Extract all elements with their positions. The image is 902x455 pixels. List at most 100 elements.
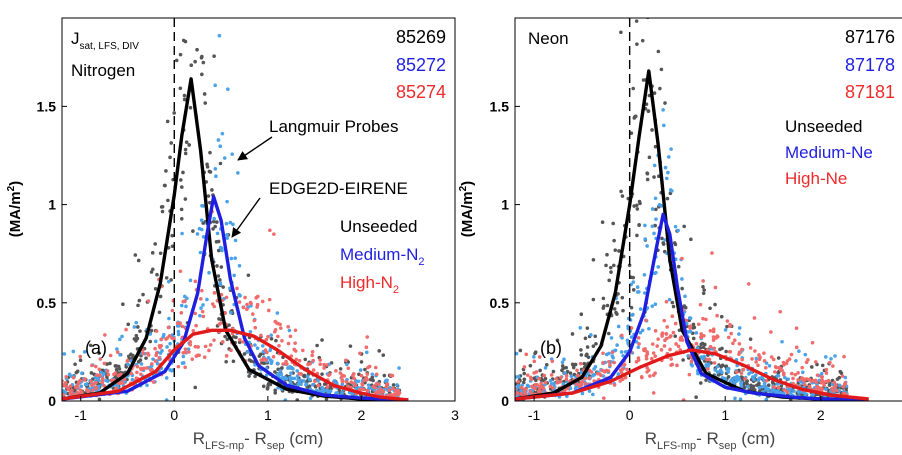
probe-point bbox=[525, 373, 530, 377]
probe-point bbox=[691, 336, 696, 341]
probe-point bbox=[766, 383, 771, 387]
probe-point bbox=[253, 325, 258, 330]
probe-point bbox=[184, 304, 188, 309]
probe-point bbox=[126, 354, 131, 359]
probe-point bbox=[671, 304, 676, 309]
probe-point bbox=[605, 252, 609, 257]
probe-point bbox=[381, 353, 386, 357]
probe-point bbox=[220, 248, 224, 253]
probe-point bbox=[843, 382, 847, 387]
probe-point bbox=[627, 263, 632, 268]
probe-point bbox=[208, 343, 213, 347]
probe-point bbox=[364, 350, 369, 355]
probe-point bbox=[365, 388, 370, 393]
probe-point bbox=[835, 377, 840, 381]
probe-point bbox=[368, 377, 373, 382]
probe-point bbox=[655, 344, 660, 348]
model-curve-high-n2 bbox=[62, 328, 409, 401]
probe-point bbox=[146, 299, 151, 303]
probe-point bbox=[195, 47, 199, 52]
probe-point bbox=[279, 326, 283, 330]
probe-point bbox=[615, 300, 620, 305]
probe-point bbox=[516, 379, 520, 384]
panel-a-case-medium-sub: 2 bbox=[418, 256, 424, 268]
probe-point bbox=[148, 339, 153, 344]
x-tick-label: 1 bbox=[264, 407, 272, 423]
probe-point bbox=[634, 19, 639, 23]
probe-point bbox=[207, 200, 212, 205]
probe-point bbox=[160, 204, 165, 209]
probe-point bbox=[148, 332, 153, 336]
probe-point bbox=[634, 339, 639, 344]
probe-point bbox=[579, 312, 584, 317]
probe-point bbox=[205, 162, 209, 167]
probe-point bbox=[665, 325, 670, 329]
probe-point bbox=[574, 382, 579, 386]
probe-point bbox=[397, 366, 401, 370]
probe-point bbox=[221, 285, 225, 289]
probe-point bbox=[290, 376, 295, 381]
probe-point bbox=[522, 365, 527, 369]
probe-point bbox=[612, 307, 617, 311]
probe-point bbox=[377, 349, 382, 353]
probe-point bbox=[311, 382, 315, 387]
probe-point bbox=[99, 370, 103, 375]
probe-point bbox=[66, 387, 71, 391]
probe-point bbox=[551, 369, 556, 374]
probe-point bbox=[696, 322, 701, 327]
probe-point bbox=[274, 321, 279, 325]
probe-point bbox=[218, 281, 223, 285]
probe-point bbox=[183, 347, 188, 351]
probe-point bbox=[653, 196, 658, 201]
probe-point bbox=[708, 329, 713, 333]
probe-point bbox=[92, 382, 96, 386]
probe-point bbox=[102, 384, 106, 388]
probe-point bbox=[609, 270, 613, 274]
probe-point bbox=[108, 361, 112, 366]
probe-point bbox=[534, 378, 538, 383]
probe-point bbox=[260, 344, 265, 348]
probe-point bbox=[629, 131, 634, 135]
probe-point bbox=[703, 342, 707, 347]
probe-point bbox=[360, 383, 365, 387]
probe-point bbox=[287, 328, 292, 333]
probe-point bbox=[720, 370, 724, 375]
probe-point bbox=[225, 236, 229, 240]
y-tick-label: 0.5 bbox=[37, 295, 57, 311]
probe-point bbox=[105, 369, 110, 373]
probe-point bbox=[97, 397, 102, 401]
probe-point bbox=[198, 313, 202, 318]
probe-point bbox=[374, 372, 379, 377]
probe-point bbox=[103, 333, 107, 337]
probe-point bbox=[279, 372, 284, 377]
probe-point bbox=[170, 233, 174, 238]
probe-point bbox=[642, 291, 647, 295]
probe-point bbox=[537, 376, 541, 381]
probe-point bbox=[516, 374, 521, 379]
probe-point bbox=[560, 364, 565, 368]
panel-b-case-medium: Medium-Ne bbox=[785, 143, 873, 162]
probe-point bbox=[237, 300, 242, 304]
probe-point bbox=[278, 369, 283, 373]
probe-point bbox=[281, 362, 285, 366]
probe-point bbox=[550, 359, 555, 364]
probe-point bbox=[796, 378, 800, 382]
probe-point bbox=[592, 372, 597, 377]
probe-point bbox=[134, 333, 139, 338]
probe-point bbox=[157, 310, 162, 315]
probe-point bbox=[670, 314, 675, 318]
model-curve-medium-ne bbox=[515, 212, 869, 401]
panel-b-ylabel: (MA/m2) bbox=[458, 181, 476, 237]
probe-point bbox=[211, 227, 215, 231]
probe-point bbox=[291, 367, 295, 371]
probe-point bbox=[91, 388, 95, 393]
probe-point bbox=[138, 329, 142, 333]
probe-point bbox=[338, 371, 343, 375]
probe-point bbox=[731, 341, 735, 346]
probe-point bbox=[167, 334, 172, 338]
probe-point bbox=[255, 302, 260, 307]
probe-point bbox=[293, 341, 297, 345]
panel-a-shot-2: 85272 bbox=[396, 55, 446, 75]
probe-point bbox=[144, 356, 148, 360]
